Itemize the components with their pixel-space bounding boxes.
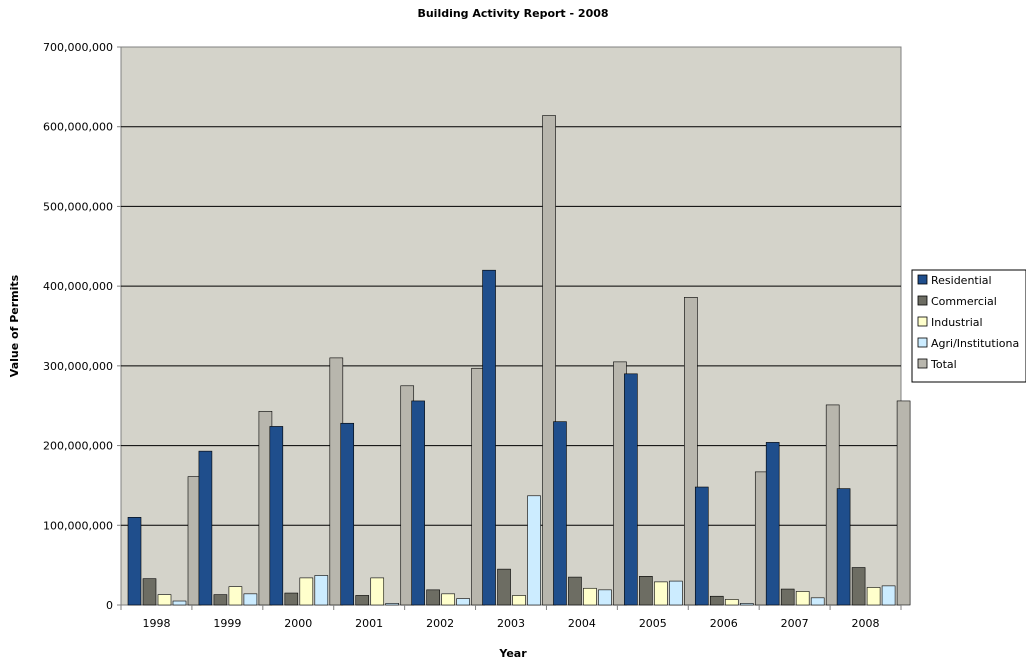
legend-label: Agri/Institutiona (931, 337, 1019, 350)
y-tick-label: 0 (106, 599, 113, 612)
bars (127, 115, 911, 606)
bar-industrial-2000 (299, 577, 314, 606)
x-tick-label: 2008 (852, 617, 880, 630)
legend-label: Residential (931, 274, 992, 287)
bar-residential-2001 (340, 422, 355, 606)
bar-commercial-1999 (213, 594, 228, 606)
bar-agri-institutiona-2006 (739, 603, 754, 606)
x-tick-label: 2006 (710, 617, 738, 630)
bar-residential-2003 (482, 269, 496, 606)
y-tick-label: 300,000,000 (43, 360, 113, 373)
x-tick-label: 2000 (284, 617, 312, 630)
chart-title: Building Activity Report - 2008 (417, 7, 608, 20)
bar-residential-2007 (765, 442, 780, 606)
plot-area (120, 46, 902, 606)
y-axis-ticks: 0 100,000,000 200,000,000 300,000,000 400,00… (43, 41, 121, 612)
y-axis-title: Value of Permits (8, 274, 21, 377)
bar-commercial-2007 (780, 588, 795, 606)
x-tick-label: 2002 (426, 617, 454, 630)
bar-commercial-2006 (709, 595, 724, 606)
x-tick-label: 2007 (781, 617, 809, 630)
bar-commercial-2008 (851, 567, 866, 606)
bar-agri-institutiona-2002 (456, 598, 470, 606)
bar-industrial-1998 (157, 594, 172, 606)
x-tick-label: 2001 (355, 617, 383, 630)
bar-total-2003 (542, 115, 556, 606)
x-tick-label: 2003 (497, 617, 525, 630)
bar-industrial-2002 (441, 593, 455, 606)
bar-agri-institutiona-2001 (385, 603, 400, 606)
legend-label: Commercial (931, 295, 997, 308)
bar-industrial-2005 (654, 581, 668, 606)
bar-total-2005 (684, 297, 698, 606)
bar-commercial-2003 (497, 568, 511, 606)
y-tick-label: 700,000,000 (43, 41, 113, 54)
y-tick-label: 500,000,000 (43, 200, 113, 213)
bar-agri-institutiona-2008 (881, 585, 896, 606)
x-tick-label: 1998 (142, 617, 170, 630)
bar-agri-institutiona-1999 (243, 593, 258, 606)
y-tick-label: 400,000,000 (43, 280, 113, 293)
y-tick-label: 100,000,000 (43, 519, 113, 532)
y-tick-label: 200,000,000 (43, 440, 113, 453)
legend-swatch (917, 316, 928, 327)
bar-industrial-1999 (228, 586, 243, 606)
x-tick-label: 2005 (639, 617, 667, 630)
legend-swatch (917, 358, 928, 369)
bar-residential-2006 (694, 486, 709, 606)
bar-industrial-2008 (866, 587, 881, 606)
bar-agri-institutiona-2007 (810, 597, 825, 606)
bar-industrial-2007 (795, 591, 810, 606)
bar-commercial-2001 (355, 595, 370, 606)
legend-swatch (917, 295, 928, 306)
bar-commercial-2002 (426, 589, 440, 606)
y-tick-label: 600,000,000 (43, 121, 113, 134)
bar-agri-institutiona-1998 (172, 600, 187, 606)
bar-agri-institutiona-2003 (527, 495, 541, 606)
bar-commercial-2004 (568, 576, 582, 606)
legend-swatch (917, 337, 928, 348)
bar-agri-institutiona-2004 (598, 589, 612, 606)
x-tick-label: 2004 (568, 617, 596, 630)
legend-box (911, 269, 1026, 383)
bar-industrial-2004 (583, 587, 597, 606)
bar-agri-institutiona-2005 (669, 580, 683, 606)
bar-industrial-2003 (512, 595, 526, 606)
legend-label: Industrial (931, 316, 983, 329)
legend-swatch (917, 274, 928, 285)
bar-residential-1998 (127, 517, 142, 606)
x-axis-title: Year (498, 647, 527, 660)
bar-residential-2008 (836, 488, 851, 606)
bar-commercial-2005 (639, 576, 653, 606)
bar-total-2008 (896, 400, 911, 606)
bar-residential-2000 (269, 426, 284, 606)
x-tick-label: 1999 (213, 617, 241, 630)
bar-residential-1999 (198, 450, 213, 606)
bar-industrial-2006 (724, 599, 739, 606)
legend-label: Total (930, 358, 957, 371)
bar-agri-institutiona-2000 (314, 575, 329, 606)
bar-industrial-2001 (370, 577, 385, 606)
bar-commercial-2000 (284, 592, 299, 606)
legend: Residential Commercial Industrial Agri/Inst… (911, 269, 1026, 383)
bar-residential-2002 (411, 400, 425, 606)
bar-residential-2004 (553, 421, 567, 606)
x-axis-ticks: 1998 1999 2000 2001 2002 2003 2004 2005 2006 2007… (120, 605, 902, 630)
bar-residential-2005 (624, 373, 638, 606)
bar-commercial-1998 (142, 578, 157, 606)
